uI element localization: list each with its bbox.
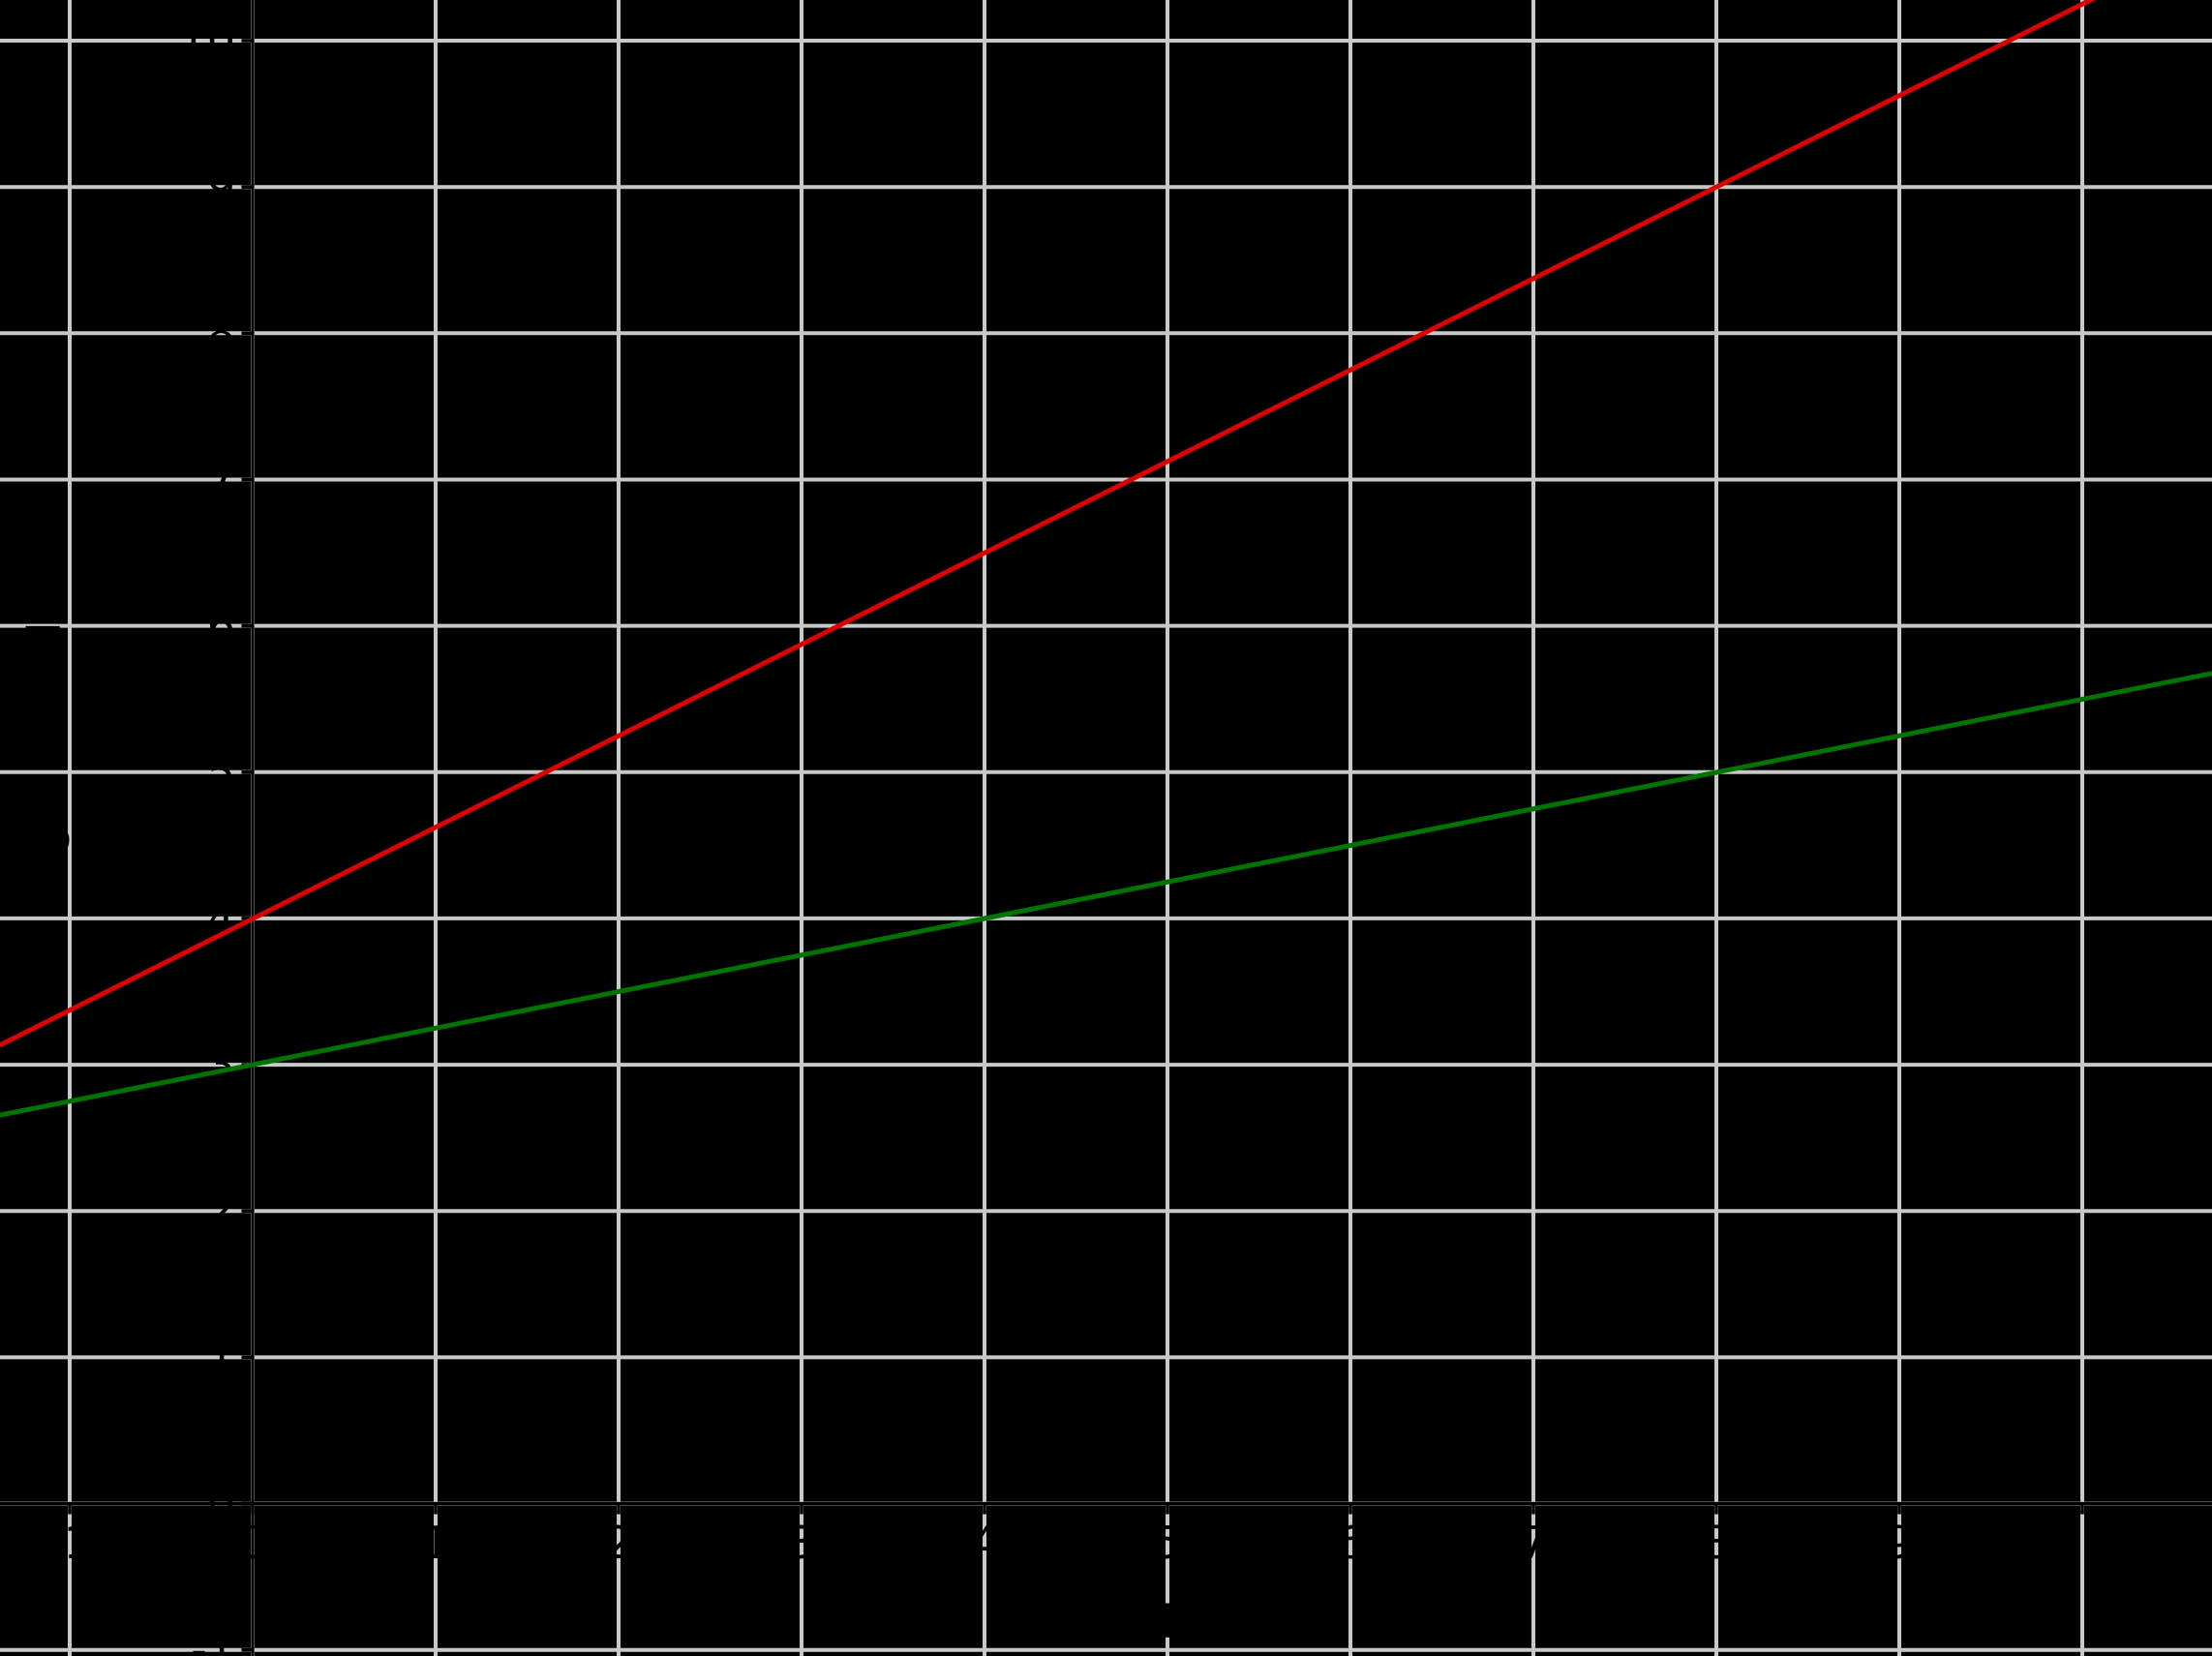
x-tick-label: 4 [970,1517,998,1569]
y-tick-label: 3 [207,1039,235,1091]
y-tick-label: -1 [191,1624,235,1656]
y-tick-label: 2 [207,1185,235,1237]
y-tick-label: 5 [207,746,235,798]
x-tick-label: 7 [1519,1517,1547,1569]
x-tick-label: 1 [421,1517,449,1569]
x-tick-label: 2 [604,1517,632,1569]
y-tick-label: 6 [207,600,235,652]
y-tick-label: 10 [178,15,235,67]
y-tick-label: 0 [207,1478,235,1530]
x-tick-label: 9 [1885,1517,1913,1569]
x-axis-title: illegible label [879,1596,1174,1648]
red-data-line [0,0,2097,1047]
green-data-line [0,671,2212,1118]
x-tick-label: -1 [47,1517,92,1569]
x-tick-label: 8 [1702,1517,1730,1569]
y-tick-label: 9 [207,161,235,213]
y-tick-label: 8 [207,307,235,359]
x-tick-label: 3 [787,1517,815,1569]
x-tick-label: 10 [2054,1517,2111,1569]
y-axis-title: illegible label [18,622,71,918]
x-tick-label: 0 [238,1517,266,1569]
y-tick-label: 7 [207,454,235,506]
x-tick-label: 5 [1153,1517,1181,1569]
x-tick-label: 6 [1336,1517,1364,1569]
y-tick-label: 1 [207,1331,235,1383]
